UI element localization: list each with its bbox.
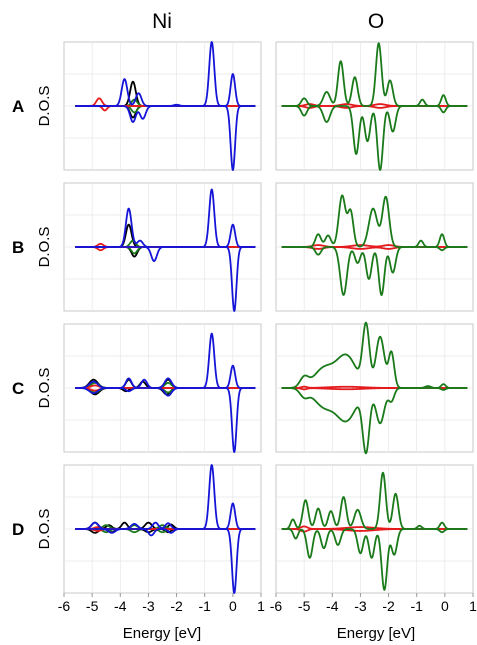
x-axis-label-ni: Energy [eV]	[123, 625, 201, 642]
row-label-a: A	[12, 97, 24, 116]
panel-d-ni	[63, 464, 262, 594]
x-axis-ni: -6 -5 -4 -3 -2 -1 0 1	[58, 593, 265, 614]
x-tick-label: -6	[270, 598, 283, 614]
x-tick-label: 1	[469, 598, 477, 614]
y-axis-label-b: D.O.S	[36, 227, 53, 268]
y-axis-label-d: D.O.S	[36, 509, 53, 550]
x-tick-label: -5	[298, 598, 311, 614]
x-tick-label: 0	[229, 598, 237, 614]
row-label-b: B	[12, 238, 24, 257]
dos-curve-blue-down-c-ni	[74, 387, 256, 453]
dos-curve-green-down-a-o	[281, 105, 468, 171]
x-tick-label: -4	[114, 598, 127, 614]
panel-a-o	[275, 41, 474, 171]
panel-a-ni	[63, 41, 262, 171]
column-title-ni: Ni	[152, 10, 172, 33]
x-tick-label: -2	[382, 598, 395, 614]
x-tick-label: -1	[198, 598, 211, 614]
x-tick-label: -2	[170, 598, 183, 614]
x-axis-o: -6 -5 -4 -3 -2 -1 0 1	[270, 593, 477, 614]
x-tick-label: -3	[354, 598, 367, 614]
dos-curve-blue-down-a-ni	[74, 105, 256, 171]
row-label-d: D	[12, 520, 24, 539]
panel-b-ni	[63, 182, 262, 312]
panel-b-o	[275, 182, 474, 312]
dos-curve-blue-down-b-ni	[74, 246, 256, 312]
x-axis-label-o: Energy [eV]	[337, 625, 415, 642]
x-tick-label: -5	[86, 598, 99, 614]
row-label-c: C	[12, 379, 24, 398]
panel-d-o	[275, 464, 474, 594]
y-axis-label-a: D.O.S	[36, 86, 53, 127]
x-tick-label: -1	[410, 598, 423, 614]
x-tick-label: 1	[257, 598, 265, 614]
x-tick-label: -6	[58, 598, 71, 614]
dos-curve-green-down-c-o	[281, 387, 468, 455]
y-axis-label-c: D.O.S	[36, 368, 53, 409]
dos-curve-green-down-b-o	[281, 246, 468, 296]
x-tick-label: 0	[441, 598, 449, 614]
panel-grid: A D.O.S B D.O.S C D.O.S D D.O.S	[12, 41, 474, 594]
dos-curve-blue-down-d-ni	[74, 528, 256, 594]
x-tick-label: -4	[326, 598, 339, 614]
panel-c-ni	[63, 323, 262, 453]
x-tick-label: -3	[142, 598, 155, 614]
panel-c-o	[275, 321, 474, 455]
dos-curve-green-down-d-o	[281, 528, 468, 591]
column-title-o: O	[368, 10, 384, 33]
